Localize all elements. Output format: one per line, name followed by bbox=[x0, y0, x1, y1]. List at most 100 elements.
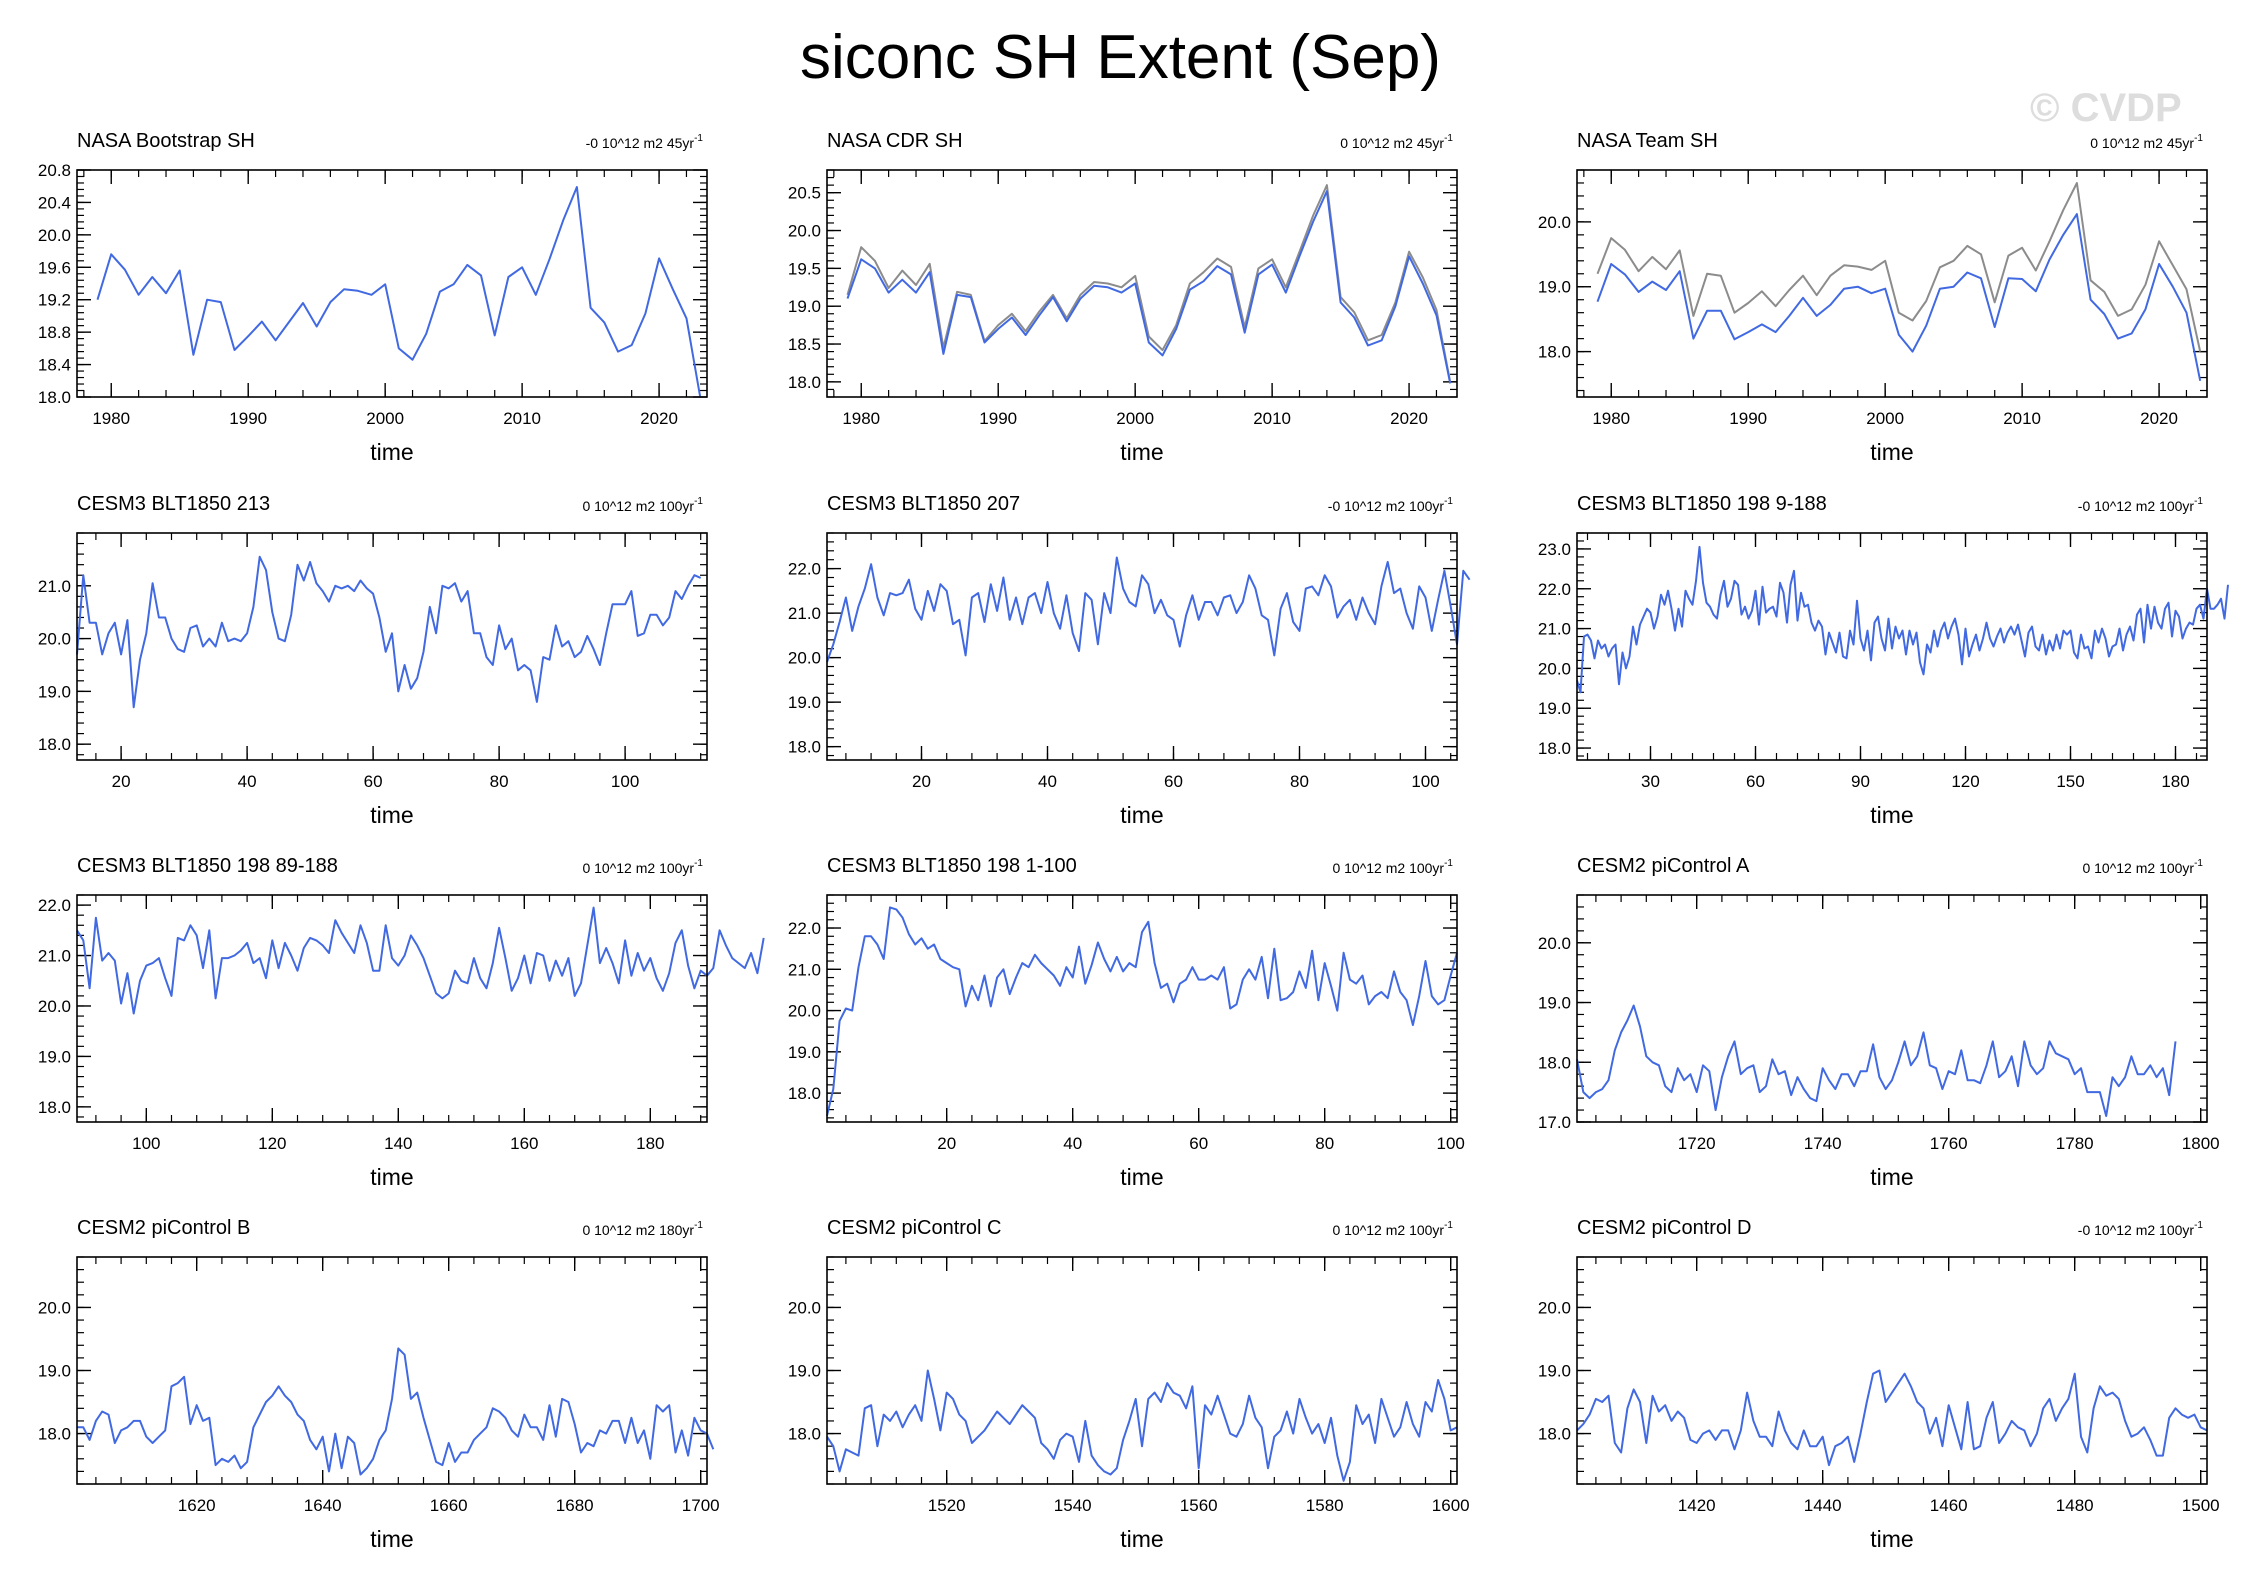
y-tick-label: 18.8 bbox=[38, 323, 71, 342]
panel-trend-label: 0 10^12 m2 100yr-1 bbox=[2082, 858, 2203, 876]
y-tick-label: 20.0 bbox=[38, 630, 71, 649]
series-line bbox=[826, 906, 1458, 1117]
x-tick-label: 1740 bbox=[1804, 1134, 1842, 1153]
x-tick-label: 1560 bbox=[1180, 1496, 1218, 1515]
panel-trend-label: -0 10^12 m2 100yr-1 bbox=[2078, 1220, 2204, 1238]
x-tick-label: 1680 bbox=[556, 1496, 594, 1515]
panel-9: CESM2 piControl A 0 10^12 m2 100yr-1 1720 1… bbox=[1538, 855, 2220, 1190]
y-tick-label: 19.0 bbox=[38, 682, 71, 701]
x-axis-label: time bbox=[370, 1164, 413, 1190]
x-tick-label: 40 bbox=[238, 772, 257, 791]
series-line bbox=[76, 555, 702, 709]
y-tick-label: 19.0 bbox=[788, 693, 821, 712]
x-axis-label: time bbox=[370, 439, 413, 465]
y-tick-label: 21.0 bbox=[788, 604, 821, 623]
y-tick-label: 18.0 bbox=[38, 1098, 71, 1117]
plot-frame bbox=[1576, 532, 2208, 761]
panel-7: CESM3 BLT1850 198 89-188 0 10^12 m2 100yr… bbox=[38, 855, 765, 1190]
x-tick-label: 1990 bbox=[229, 409, 267, 428]
x-axis-label: time bbox=[1870, 1164, 1913, 1190]
x-tick-label: 80 bbox=[490, 772, 509, 791]
x-tick-label: 1980 bbox=[1592, 409, 1630, 428]
panel-trend-label: -0 10^12 m2 45yr-1 bbox=[586, 133, 704, 151]
panel-1: NASA Bootstrap SH -0 10^12 m2 45yr-1 1980 1… bbox=[38, 130, 708, 465]
x-tick-label: 1600 bbox=[1432, 1496, 1470, 1515]
plot-frame bbox=[826, 169, 1458, 398]
x-tick-label: 1760 bbox=[1930, 1134, 1968, 1153]
y-tick-label: 20.0 bbox=[788, 222, 821, 241]
y-tick-label: 18.0 bbox=[788, 373, 821, 392]
x-tick-label: 1720 bbox=[1678, 1134, 1716, 1153]
x-tick-label: 180 bbox=[636, 1134, 664, 1153]
x-tick-label: 1640 bbox=[304, 1496, 342, 1515]
panel-6: CESM3 BLT1850 198 9-188 -0 10^12 m2 100yr… bbox=[1538, 493, 2229, 828]
x-tick-label: 160 bbox=[510, 1134, 538, 1153]
panel-title: NASA Team SH bbox=[1577, 130, 1718, 152]
series-line bbox=[96, 186, 702, 398]
x-axis-label: time bbox=[1120, 1526, 1163, 1552]
y-tick-label: 20.0 bbox=[788, 1002, 821, 1021]
x-axis-label: time bbox=[1870, 802, 1913, 828]
series-line bbox=[826, 1369, 1458, 1482]
x-tick-label: 1620 bbox=[178, 1496, 216, 1515]
x-tick-label: 1420 bbox=[1678, 1496, 1716, 1515]
y-tick-label: 19.0 bbox=[1538, 278, 1571, 297]
panel-title: CESM2 piControl C bbox=[827, 1217, 1002, 1239]
watermark: © CVDP bbox=[2030, 86, 2182, 130]
x-tick-label: 1800 bbox=[2182, 1134, 2220, 1153]
series-line bbox=[1576, 545, 2229, 694]
panel-3: NASA Team SH 0 10^12 m2 45yr-1 1980 1990 200… bbox=[1538, 130, 2208, 465]
panel-title: NASA Bootstrap SH bbox=[77, 130, 255, 152]
panel-11: CESM2 piControl C 0 10^12 m2 100yr-1 1520 1… bbox=[788, 1217, 1470, 1552]
y-tick-label: 21.0 bbox=[38, 577, 71, 596]
x-tick-label: 2020 bbox=[640, 409, 678, 428]
y-tick-label: 20.0 bbox=[788, 649, 821, 668]
y-tick-label: 19.5 bbox=[788, 259, 821, 278]
x-tick-label: 2010 bbox=[1253, 409, 1291, 428]
panel-4: CESM3 BLT1850 213 0 10^12 m2 100yr-1 20 40 6… bbox=[38, 493, 708, 828]
y-tick-label: 17.0 bbox=[1538, 1113, 1571, 1132]
plot-frame bbox=[826, 894, 1458, 1123]
x-tick-label: 60 bbox=[1164, 772, 1183, 791]
y-tick-label: 22.0 bbox=[788, 560, 821, 579]
y-tick-label: 18.4 bbox=[38, 356, 71, 375]
panel-trend-label: 0 10^12 m2 45yr-1 bbox=[2090, 133, 2203, 151]
x-tick-label: 20 bbox=[112, 772, 131, 791]
y-tick-label: 19.0 bbox=[38, 1362, 71, 1381]
plot-frame bbox=[1576, 1256, 2208, 1485]
y-tick-label: 18.0 bbox=[788, 1084, 821, 1103]
panel-5: CESM3 BLT1850 207 -0 10^12 m2 100yr-1 20 40… bbox=[788, 493, 1471, 828]
y-tick-label: 20.0 bbox=[1538, 934, 1571, 953]
x-tick-label: 1480 bbox=[2056, 1496, 2094, 1515]
x-tick-label: 2020 bbox=[2140, 409, 2178, 428]
y-tick-label: 21.0 bbox=[38, 947, 71, 966]
panel-trend-label: -0 10^12 m2 100yr-1 bbox=[1328, 496, 1454, 514]
panel-title: CESM2 piControl A bbox=[1577, 855, 1750, 877]
x-axis-label: time bbox=[1870, 1526, 1913, 1552]
x-tick-label: 80 bbox=[1290, 772, 1309, 791]
series-line bbox=[1576, 1004, 2177, 1117]
y-tick-label: 19.0 bbox=[788, 1043, 821, 1062]
y-tick-label: 18.0 bbox=[1538, 1425, 1571, 1444]
x-tick-label: 2010 bbox=[503, 409, 541, 428]
x-tick-label: 1460 bbox=[1930, 1496, 1968, 1515]
y-tick-label: 19.0 bbox=[1538, 994, 1571, 1013]
panel-title: CESM3 BLT1850 198 1-100 bbox=[827, 855, 1077, 877]
x-tick-label: 1540 bbox=[1054, 1496, 1092, 1515]
series-line bbox=[1596, 182, 2202, 352]
panel-title: CESM3 BLT1850 198 9-188 bbox=[1577, 493, 1827, 515]
y-tick-label: 20.0 bbox=[788, 1298, 821, 1317]
x-tick-label: 1700 bbox=[682, 1496, 720, 1515]
x-tick-label: 1660 bbox=[430, 1496, 468, 1515]
plot-frame bbox=[76, 169, 708, 398]
y-tick-label: 20.0 bbox=[38, 226, 71, 245]
series-line bbox=[846, 190, 1452, 384]
x-axis-label: time bbox=[370, 1526, 413, 1552]
y-tick-label: 22.0 bbox=[38, 896, 71, 915]
y-tick-label: 19.2 bbox=[38, 291, 71, 310]
y-tick-label: 18.0 bbox=[788, 1425, 821, 1444]
y-tick-label: 18.0 bbox=[38, 388, 71, 407]
x-axis-label: time bbox=[1870, 439, 1913, 465]
plot-frame bbox=[826, 532, 1458, 761]
